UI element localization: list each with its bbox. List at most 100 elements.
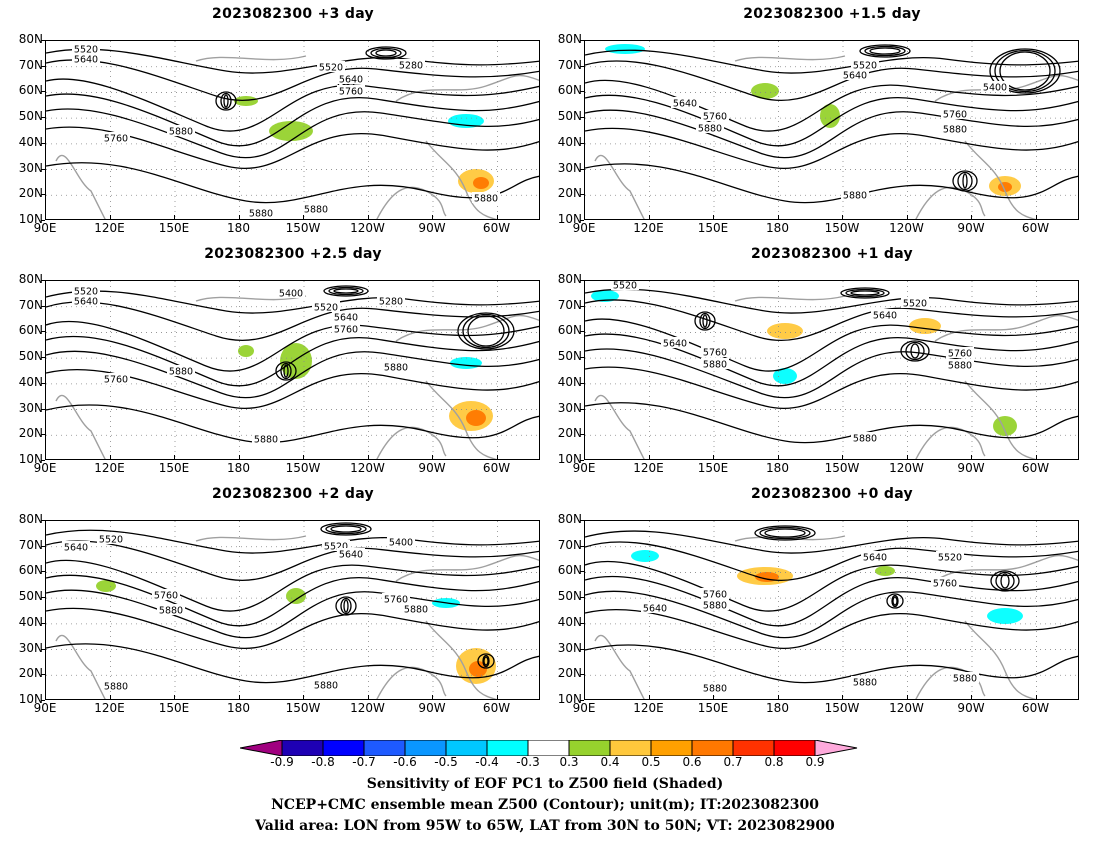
coastline xyxy=(195,295,307,302)
coastline xyxy=(594,634,645,699)
contour-label-bg xyxy=(72,285,100,296)
z500-contour xyxy=(585,109,1078,159)
coastline xyxy=(594,154,645,219)
lat-tick-label: 70N xyxy=(18,537,43,552)
sensitivity-shading xyxy=(234,96,258,106)
lon-tick xyxy=(971,695,972,700)
coastline xyxy=(934,554,1078,582)
contour-label-bg xyxy=(701,682,729,693)
colorbar-swatch xyxy=(568,740,611,756)
lon-tick xyxy=(238,695,240,700)
lat-tick-label: 40N xyxy=(18,374,43,389)
contour-label: 5400 xyxy=(279,289,303,300)
contour-label-bg xyxy=(936,551,964,562)
contour-label: 5880 xyxy=(159,606,183,617)
contour-label-bg xyxy=(402,603,430,614)
contour-label-bg xyxy=(701,346,729,357)
lon-tick-label: 150E xyxy=(158,221,190,235)
z500-contour xyxy=(585,60,1078,101)
lat-tick-label: 10N xyxy=(18,692,43,706)
lon-tick xyxy=(648,455,650,460)
contour-label-bg xyxy=(312,301,340,312)
coastline xyxy=(964,620,1036,699)
lon-tick-label: 180 xyxy=(766,221,789,235)
sensitivity-shading xyxy=(238,345,254,357)
contour-label: 5880 xyxy=(853,678,877,689)
colorbar-swatch xyxy=(281,740,324,756)
lon-tick-label: 120E xyxy=(94,221,125,235)
contour-label-bg xyxy=(377,295,405,306)
z500-contour xyxy=(46,93,539,147)
lon-tick xyxy=(109,455,111,460)
contour-label: 5520 xyxy=(74,287,98,298)
contour-label-bg xyxy=(941,123,969,134)
lat-tick xyxy=(41,305,45,307)
z500-closed-contour xyxy=(323,285,369,297)
contour-label: 5520 xyxy=(903,299,927,310)
coastline xyxy=(425,380,497,459)
sensitivity-shading xyxy=(96,580,116,592)
z500-contour xyxy=(46,607,539,650)
z500-contour xyxy=(46,540,539,581)
colorbar-swatch xyxy=(240,740,283,756)
contour-label-bg xyxy=(931,577,959,588)
lat-tick-label: 50N xyxy=(18,589,43,604)
contour-label: 5640 xyxy=(339,75,363,86)
z500-closed-contour xyxy=(462,313,510,349)
colorbar-tick-label: -0.5 xyxy=(434,755,458,769)
lat-tick-label: 70N xyxy=(557,537,582,552)
lat-tick-label: 60N xyxy=(18,563,43,578)
lat-tick-label: 30N xyxy=(18,400,43,415)
lon-tick xyxy=(238,215,240,220)
footer-line-2: NCEP+CMC ensemble mean Z500 (Contour); u… xyxy=(271,797,819,813)
contour-label: 5640 xyxy=(873,311,897,322)
colorbar-tick-label: 0.4 xyxy=(600,755,620,769)
lon-tick-label: 90E xyxy=(33,221,57,235)
coastline xyxy=(734,55,846,62)
lon-tick-label: 90W xyxy=(957,701,985,715)
lat-tick xyxy=(41,545,45,547)
z500-contour xyxy=(585,530,1078,554)
contour-label-bg xyxy=(337,85,365,96)
lat-tick xyxy=(41,280,45,281)
contour-label: 5640 xyxy=(64,543,88,554)
lon-tick-label: 120W xyxy=(889,221,924,235)
z500-closed-contour xyxy=(869,47,901,55)
contour-label-bg xyxy=(72,43,100,54)
lat-tick-label: 30N xyxy=(557,640,582,655)
contour-label: 5880 xyxy=(474,194,498,205)
coastline xyxy=(55,154,106,219)
map-panel-1: 5520 5640 5520 5280 5640 5760 5760 5880 5880 5880… xyxy=(45,40,540,220)
z500-closed-contour xyxy=(365,46,407,60)
coastline xyxy=(376,666,447,699)
lon-tick-label: 150W xyxy=(285,701,321,715)
lon-tick xyxy=(777,215,779,220)
lon-tick-label: 120E xyxy=(94,461,125,475)
lon-tick-label: 180 xyxy=(227,701,250,715)
contour-label-bg xyxy=(941,108,969,119)
contour-label-bg xyxy=(152,589,180,600)
contour-label-bg xyxy=(102,680,130,691)
lat-tick-label: 10N xyxy=(18,212,43,226)
contour-label: 5880 xyxy=(404,605,428,616)
footer-line-3: Valid area: LON from 95W to 65W, LAT fro… xyxy=(255,818,835,834)
sensitivity-shading xyxy=(773,368,797,384)
contour-label: 5880 xyxy=(843,191,867,202)
lon-tick-label: 120E xyxy=(633,221,664,235)
colorbar-tick-label: 0.8 xyxy=(764,755,784,769)
lon-tick xyxy=(303,215,304,220)
contour-label: 5640 xyxy=(643,604,667,615)
z500-closed-contour xyxy=(275,361,297,381)
z500-closed-contour xyxy=(840,287,890,299)
contour-label-bg xyxy=(851,59,879,70)
z500-closed-contour xyxy=(325,523,367,535)
colorbar-swatch xyxy=(322,740,365,756)
lon-tick-label: 180 xyxy=(227,461,250,475)
coastline xyxy=(425,620,497,699)
lon-tick-label: 60W xyxy=(482,461,511,475)
lat-tick-label: 20N xyxy=(18,426,43,441)
lat-tick-label: 60N xyxy=(557,83,582,98)
lon-tick xyxy=(842,215,843,220)
